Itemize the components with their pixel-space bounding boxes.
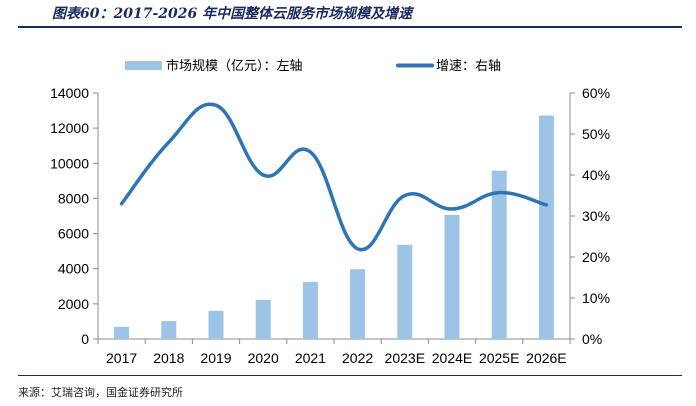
bar (350, 269, 366, 339)
y-left-tick-label: 10000 (50, 155, 89, 171)
y-right-tick-label: 20% (582, 249, 610, 265)
x-tick-label: 2022 (342, 350, 373, 366)
bar (397, 244, 413, 339)
y-left-tick-label: 2000 (58, 296, 89, 312)
y-right-tick-label: 30% (582, 208, 610, 224)
x-tick-label: 2025E (479, 350, 519, 366)
bar (255, 299, 271, 339)
bar (538, 115, 554, 340)
y-right-tick-label: 0% (582, 331, 602, 347)
legend-bar-swatch (125, 61, 162, 70)
x-tick-label: 2018 (153, 350, 184, 366)
title-rule (18, 26, 682, 28)
x-tick-label: 2023E (385, 350, 425, 366)
y-left-tick-label: 14000 (50, 85, 89, 101)
x-tick-label: 2020 (248, 350, 279, 366)
y-left-tick-label: 0 (81, 331, 89, 347)
bar (208, 310, 224, 339)
growth-line-group (119, 102, 549, 252)
axes: 0 2000 4000 6000 8000 10000 12000 14000 0% 10% 20%… (50, 85, 610, 366)
x-tick-label: 2021 (295, 350, 326, 366)
legend: 市场规模（亿元）：左轴 增速：右轴 (125, 58, 501, 73)
x-tick-label: 2024E (432, 350, 472, 366)
x-tick-label: 2019 (200, 350, 231, 366)
y-left-tick-label: 12000 (50, 120, 89, 136)
bar (302, 282, 318, 339)
bar (161, 321, 177, 339)
y-right-tick-label: 40% (582, 167, 610, 183)
source-rule (18, 375, 682, 376)
bar (114, 326, 130, 339)
chart-title: 图表60：2017-2026 年中国整体云服务市场规模及增速 (52, 6, 413, 22)
bar (491, 170, 507, 339)
bars (114, 115, 554, 340)
source-note: 来源：艾瑞咨询，国金证券研究所 (18, 386, 183, 399)
legend-line-label: 增速：右轴 (436, 58, 501, 73)
x-tick-label: 2017 (106, 350, 137, 366)
y-right-tick-label: 10% (582, 290, 610, 306)
y-left-tick-label: 8000 (58, 190, 89, 206)
legend-bar-label: 市场规模（亿元）：左轴 (166, 58, 303, 73)
y-right-tick-label: 60% (582, 85, 610, 101)
y-left-tick-label: 6000 (58, 226, 89, 242)
y-right-tick-label: 50% (582, 126, 610, 142)
y-left-tick-label: 4000 (58, 261, 89, 277)
x-tick-label: 2026E (526, 350, 566, 366)
growth-line (119, 102, 549, 252)
bar (444, 214, 460, 339)
